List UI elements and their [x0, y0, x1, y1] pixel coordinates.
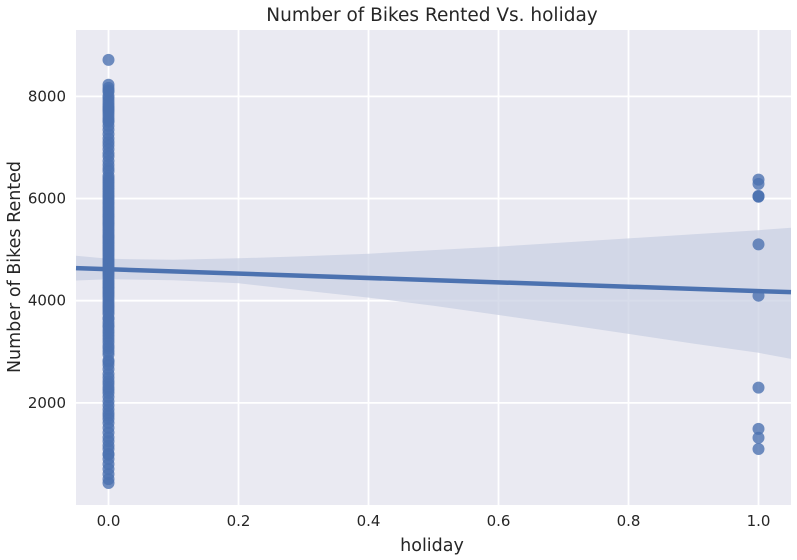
- x-tick-label: 0.2: [227, 512, 251, 530]
- regression-line-group: [75, 265, 792, 295]
- data-point: [752, 443, 765, 456]
- tick-labels: 0.0 0.2 0.4 0.6 0.8 1.0 2000 4000 6000 8000: [28, 87, 771, 530]
- y-tick-label: 4000: [28, 292, 66, 310]
- x-tick-label: 0.6: [487, 512, 511, 530]
- y-tick-label: 8000: [28, 87, 66, 105]
- data-point: [752, 381, 765, 394]
- chart-title: Number of Bikes Rented Vs. holiday: [266, 5, 598, 26]
- x-tick-label: 0.0: [97, 512, 121, 530]
- data-point: [752, 238, 765, 251]
- y-tick-label: 2000: [28, 394, 66, 412]
- data-point: [752, 189, 765, 202]
- y-tick-label: 6000: [28, 190, 66, 208]
- data-point: [102, 53, 115, 66]
- x-tick-label: 1.0: [747, 512, 771, 530]
- x-tick-label: 0.4: [357, 512, 381, 530]
- data-point: [752, 173, 765, 186]
- data-point: [752, 422, 765, 435]
- x-tick-label: 0.8: [617, 512, 641, 530]
- regression-line: [75, 265, 792, 295]
- y-axis-title: Number of Bikes Rented: [5, 161, 25, 373]
- confidence-band-area: [76, 227, 791, 359]
- x-axis-title: holiday: [400, 536, 464, 556]
- data-point: [102, 78, 115, 91]
- data-point: [752, 431, 765, 444]
- confidence-band: [76, 227, 791, 359]
